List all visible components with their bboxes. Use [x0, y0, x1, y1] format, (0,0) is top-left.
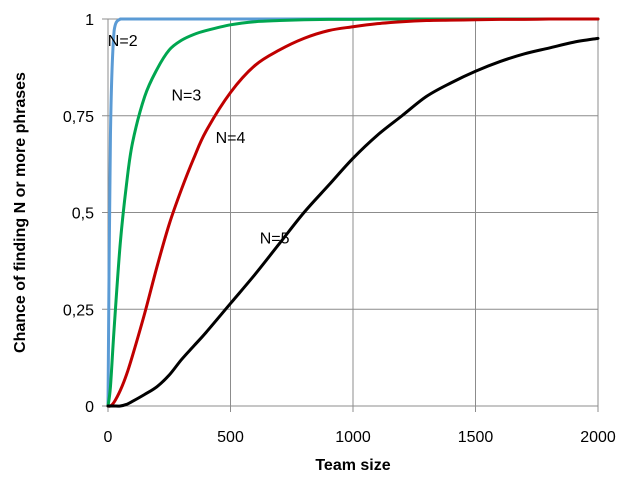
series-lines	[106, 17, 600, 408]
y-tick-label: 0,75	[63, 109, 94, 126]
x-tick-label: 1000	[335, 429, 371, 446]
axes: 0 0,25 0,5 0,75 1 0 500 1000 1500 2000	[63, 12, 616, 446]
x-tick-label: 1500	[458, 429, 494, 446]
x-axis-title: Team size	[315, 457, 390, 474]
series-label-n-2: N=2	[108, 33, 138, 50]
series-label-n-5: N=5	[260, 230, 290, 247]
x-tick-label: 2000	[580, 429, 616, 446]
series-label-n-3: N=3	[172, 87, 202, 104]
y-tick-label: 0	[85, 399, 94, 416]
y-tick-label: 0,25	[63, 302, 94, 319]
x-tick-label: 500	[217, 429, 244, 446]
y-axis-title: Chance of finding N or more phrases	[12, 72, 29, 353]
y-tick-label: 1	[85, 12, 94, 29]
series-line-n-4	[106, 17, 600, 408]
x-tick-label: 0	[104, 429, 113, 446]
series-label-n-4: N=4	[216, 130, 246, 147]
y-tick-label: 0,5	[72, 206, 94, 223]
series-line-n-5	[106, 36, 600, 408]
gridlines	[107, 18, 599, 407]
series-annotations: N=2 N=3 N=4 N=5	[108, 33, 290, 247]
